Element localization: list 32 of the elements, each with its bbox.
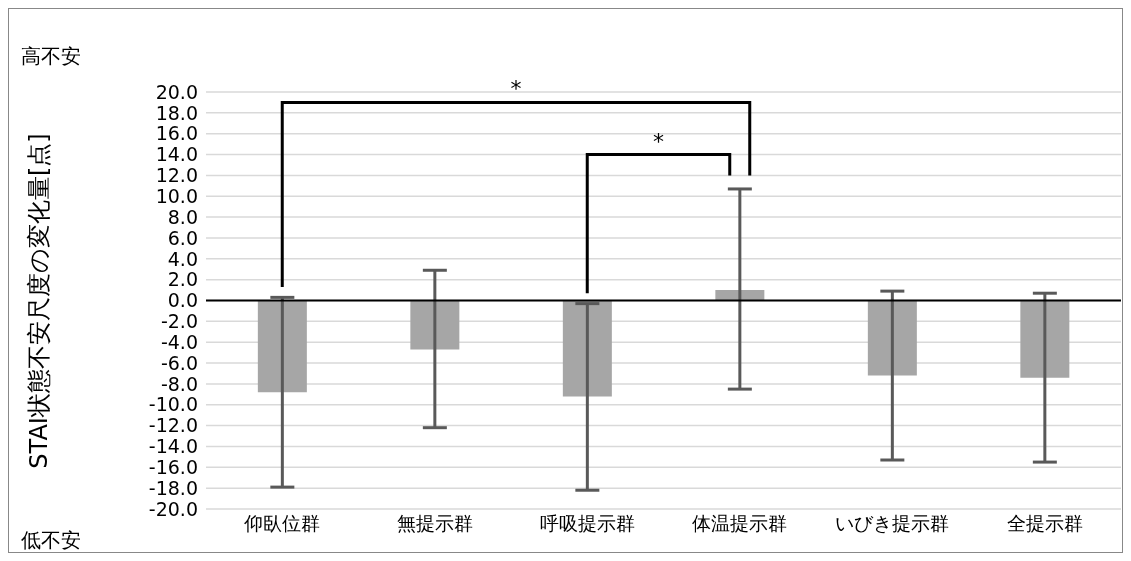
x-tick-label: 無提示群: [396, 512, 473, 535]
x-tick-label: 呼吸提示群: [539, 512, 635, 535]
y-tick-label: -2.0: [160, 310, 198, 333]
y-tick-label: 20.0: [155, 80, 198, 103]
y-tick-label: 10.0: [155, 184, 198, 207]
text: 高不安: [21, 43, 81, 70]
y-tick-label: -14.0: [148, 435, 198, 458]
x-tick-label: 全提示群: [1006, 512, 1083, 535]
annotation: *: [510, 76, 522, 102]
y-tick-label: -10.0: [148, 393, 198, 416]
y-tick-label: -6.0: [160, 351, 198, 374]
y-tick-label: -12.0: [148, 414, 198, 437]
x-tick-label: 仰臥位群: [244, 512, 321, 535]
y-tick-label: 0.0: [167, 289, 198, 312]
y-axis-title: STAI状態不安尺度の変化量[点]: [24, 132, 54, 469]
y-tick-label: -18.0: [148, 476, 198, 499]
y-tick-label: 14.0: [155, 143, 198, 166]
y-tick-label: 8.0: [167, 205, 198, 228]
y-tick-label: 16.0: [155, 122, 198, 145]
y-tick-label: 6.0: [167, 226, 198, 249]
y-tick-label: -4.0: [160, 330, 198, 353]
annotation: *: [653, 128, 664, 154]
y-tick-label: 12.0: [155, 164, 198, 187]
y-tick-label: 2.0: [167, 268, 198, 291]
y-tick-label: -16.0: [148, 456, 198, 479]
text: 低不安: [21, 527, 81, 554]
y-tick-label: 4.0: [167, 247, 198, 270]
x-tick-label: 体温提示群: [692, 512, 788, 535]
x-tick-label: いびき提示群: [835, 512, 950, 535]
y-tick-label: -20.0: [148, 497, 198, 520]
y-tick-label: 18.0: [155, 101, 198, 124]
y-tick-label: -8.0: [160, 372, 198, 395]
